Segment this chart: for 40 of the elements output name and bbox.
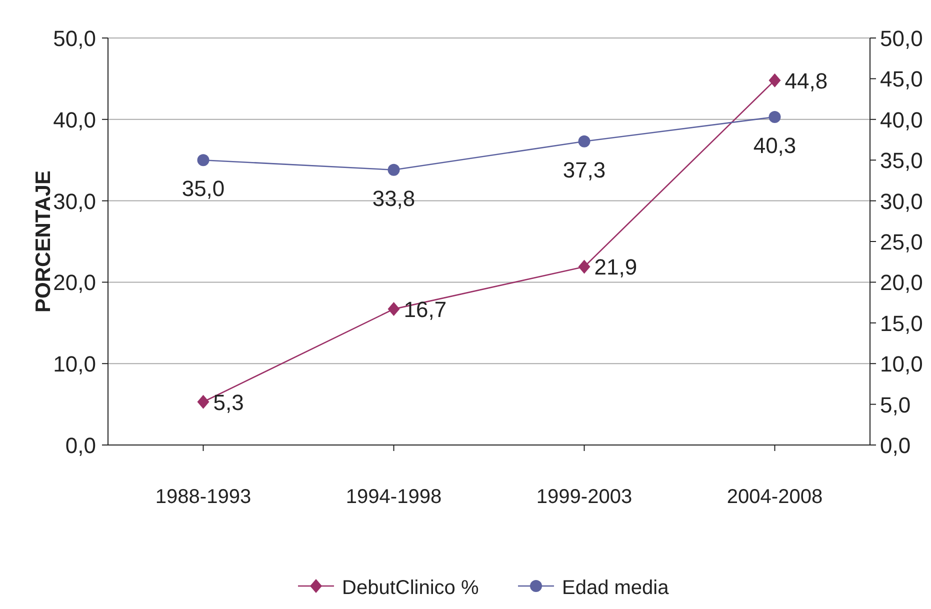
point — [197, 394, 210, 409]
y2-tick-label: 45,0 — [880, 66, 923, 92]
y2-tick-label: 25,0 — [880, 230, 923, 254]
y-tick-label: 10,0 — [53, 352, 96, 377]
point — [768, 110, 781, 123]
y2-tick-label: 15,0 — [880, 310, 923, 336]
y2-tick-label: 0,0 — [880, 433, 911, 458]
y-tick-label: 50,0 — [53, 26, 96, 51]
y-tick-label: 0,0 — [65, 433, 96, 458]
point — [768, 73, 781, 88]
y-axis-title: PORCENTAJE — [32, 170, 55, 312]
data-label: 16,7 — [404, 297, 447, 322]
x-tick-label: 2004-2008 — [726, 486, 823, 508]
y-tick-label: 30,0 — [53, 188, 96, 214]
y2-tick-label: 5,0 — [880, 392, 911, 418]
y-tick-label: 20,0 — [53, 270, 96, 296]
data-label: 40,3 — [753, 132, 796, 158]
data-label: 35,0 — [182, 176, 225, 202]
y2-tick-label: 30,0 — [880, 188, 923, 214]
data-label: 37,3 — [562, 157, 606, 182]
x-tick-label: 1988-1993 — [155, 486, 252, 508]
y2-tick-label: 50,0 — [880, 26, 923, 51]
data-label: 5,3 — [213, 390, 244, 415]
y2-tick-label: 35,0 — [880, 148, 923, 174]
point — [197, 154, 210, 166]
data-label: 21,9 — [594, 254, 638, 280]
point — [578, 135, 590, 148]
legend-label: DebutClinico % — [342, 577, 479, 599]
point — [388, 164, 400, 176]
legend-label: Edad media — [562, 577, 670, 599]
y2-tick-label: 10,0 — [880, 352, 923, 377]
y2-tick-label: 20,0 — [880, 270, 923, 296]
x-tick-label: 1994-1998 — [346, 486, 442, 508]
y-tick-label: 40,0 — [53, 107, 96, 132]
data-label: 33,8 — [372, 186, 416, 211]
x-tick-label: 1999-2003 — [536, 486, 632, 508]
point — [388, 302, 400, 316]
y2-tick-label: 40,0 — [880, 107, 923, 132]
data-label: 44,8 — [784, 68, 828, 94]
point — [578, 260, 590, 274]
